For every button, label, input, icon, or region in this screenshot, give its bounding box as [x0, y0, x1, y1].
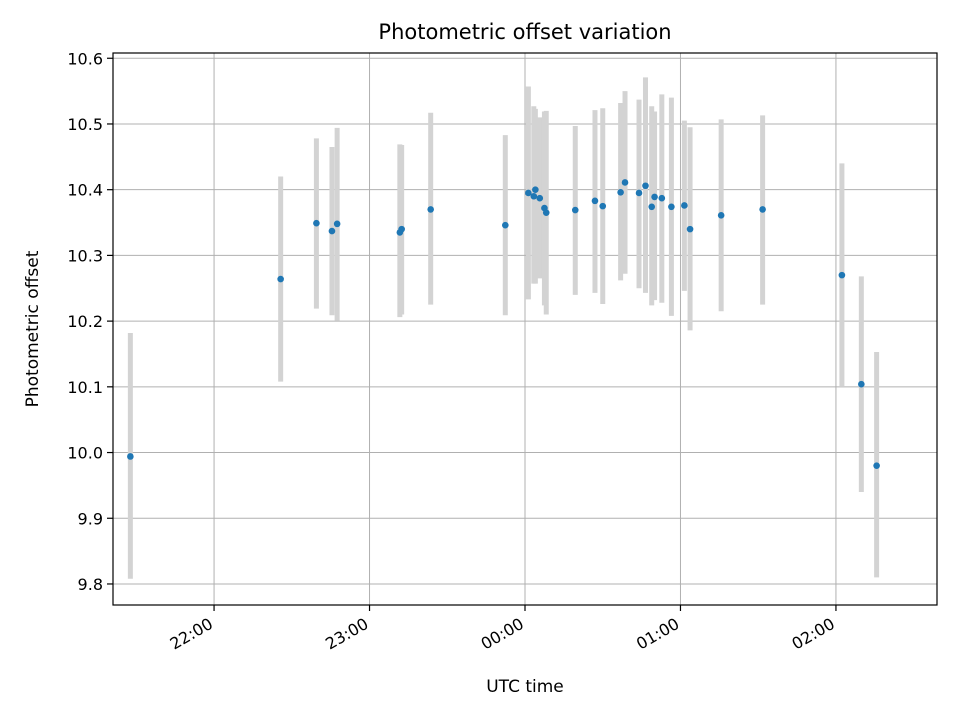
y-tick-label: 10.6: [67, 49, 103, 68]
y-tick-label: 9.8: [78, 575, 103, 594]
data-point: [530, 192, 538, 200]
data-point: [648, 203, 656, 211]
y-tick-label: 10.1: [67, 378, 103, 397]
data-point: [617, 189, 624, 196]
data-point: [333, 220, 341, 228]
data-point: [277, 275, 284, 283]
data-point: [642, 182, 649, 190]
data-point: [621, 179, 629, 186]
data-point: [873, 462, 880, 469]
y-tick-label: 10.0: [67, 444, 103, 463]
data-point: [542, 209, 550, 216]
data-point: [686, 225, 694, 233]
data-point: [599, 202, 607, 210]
data-point: [858, 380, 865, 388]
y-tick-label: 9.9: [78, 509, 103, 528]
data-point: [651, 193, 658, 201]
data-point: [591, 197, 599, 205]
y-tick-label: 10.3: [67, 246, 103, 265]
data-point: [127, 453, 134, 460]
data-point: [502, 221, 509, 229]
data-point: [427, 206, 434, 213]
data-point: [525, 189, 532, 197]
data-point: [328, 227, 336, 235]
y-tick-label: 10.5: [67, 115, 103, 134]
y-axis-ticks: 9.8 9.9 10.0 10.1 10.2 10.3 10.4 10.5 10.6: [67, 49, 113, 594]
data-points: [127, 179, 880, 469]
data-point: [668, 203, 675, 211]
data-point: [838, 271, 846, 279]
data-point: [635, 189, 643, 197]
data-point: [717, 212, 725, 219]
y-tick-label: 10.2: [67, 312, 103, 331]
y-axis-title: Photometric offset: [23, 250, 43, 407]
data-point: [536, 194, 544, 202]
data-point: [571, 206, 579, 214]
x-axis-title: UTC time: [486, 677, 564, 697]
data-point: [398, 225, 405, 233]
data-point: [313, 219, 320, 227]
data-point: [681, 202, 688, 209]
data-point: [658, 194, 666, 202]
data-point: [532, 186, 539, 193]
y-tick-label: 10.4: [67, 181, 103, 200]
chart-title: Photometric offset variation: [378, 20, 671, 44]
grid-lines: [113, 53, 937, 605]
data-point: [759, 206, 766, 213]
